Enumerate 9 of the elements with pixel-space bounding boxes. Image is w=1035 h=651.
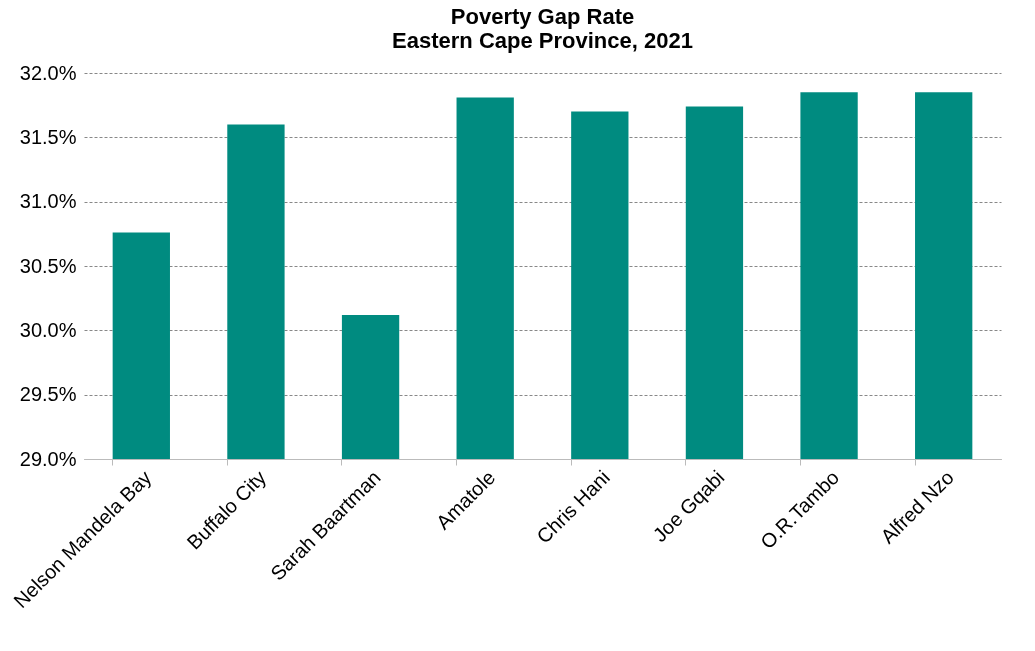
chart-subtitle: Eastern Cape Province, 2021 [392,28,693,53]
y-tick-label: 29.0% [19,447,77,470]
chart-title: Poverty Gap Rate [450,4,635,29]
y-tick-label: 31.5% [19,125,77,148]
y-tick-label: 30.5% [19,254,77,277]
y-tick-label: 32.0% [19,61,77,84]
y-tick-label: 29.5% [19,383,77,406]
y-tick-label: 30.0% [19,318,77,341]
y-tick-label: 31.0% [19,190,77,213]
